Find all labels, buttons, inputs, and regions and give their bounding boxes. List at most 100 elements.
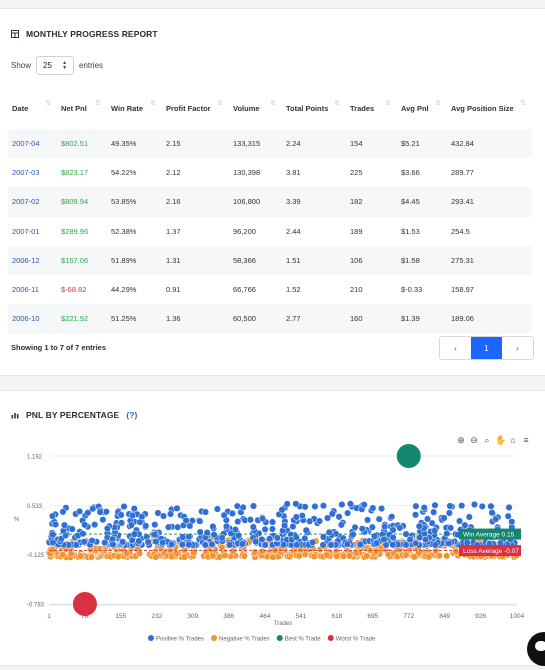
column-header[interactable]: Avg Pnl ⇅: [397, 89, 447, 129]
positive-trade-point: [138, 513, 146, 521]
table-row: 2006-11 $-68.82 44.29% 0.91 66,766 1.52 210 $-0…: [8, 275, 532, 304]
cell-net-pnl: $802.51: [57, 129, 107, 159]
positive-trade-point: [430, 508, 438, 516]
table-row: 2007-04 $802.51 49.35% 2.15 133,315 2.24 154 $5…: [8, 129, 532, 159]
pnl-title: PNL BY PERCENTAGE (?): [11, 410, 137, 420]
positive-trade-point: [228, 509, 236, 518]
positive-trade-point: [378, 504, 386, 513]
positive-trade-point: [268, 525, 276, 533]
prev-page-button[interactable]: ‹: [440, 337, 471, 359]
cell-profit-factor: 1.31: [162, 245, 229, 275]
negative-trade-point: [258, 547, 266, 555]
next-page-button[interactable]: ›: [502, 337, 533, 359]
positive-trade-point: [351, 523, 359, 531]
negative-trade-point: [323, 551, 331, 559]
sort-icon: ⇅: [270, 100, 276, 107]
zoom-in-icon[interactable]: ⊕: [457, 435, 465, 445]
legend-marker: [327, 635, 334, 641]
monthly-report-card: MONTHLY PROGRESS REPORT Show 25 ▲ ▼ entri…: [0, 8, 545, 376]
cell-avg-pos: 158.97: [451, 285, 474, 295]
negative-trade-point: [240, 552, 248, 560]
positive-trade-point: [283, 500, 291, 508]
x-tick-label: 618: [331, 613, 342, 620]
positive-trade-point: [369, 504, 377, 512]
positive-trade-point: [159, 512, 168, 520]
column-header[interactable]: Win Rate ⇅: [107, 89, 162, 129]
column-header[interactable]: Volume ⇅: [229, 89, 282, 129]
chat-widget-button[interactable]: [527, 632, 545, 666]
help-link[interactable]: (?): [126, 410, 138, 420]
zoom-select-icon[interactable]: ⌕: [484, 435, 490, 445]
cell-volume: 96,200: [233, 226, 256, 236]
cell-trades: 160: [346, 304, 397, 334]
positive-trade-point: [431, 527, 439, 535]
column-header[interactable]: Date ⇅: [8, 89, 57, 129]
positive-trade-point: [416, 533, 424, 542]
cell-trades: 189: [350, 226, 363, 236]
column-header[interactable]: Total Points ⇅: [282, 89, 346, 129]
cell-avg-pos: 293.41: [447, 187, 532, 217]
menu-icon[interactable]: ≡: [523, 435, 529, 445]
cell-trades: 182: [346, 187, 397, 217]
positive-trade-point: [174, 523, 182, 531]
pan-icon[interactable]: ✋: [495, 435, 507, 445]
positive-trade-point: [373, 539, 381, 547]
page-1-button[interactable]: 1: [471, 337, 502, 359]
positive-trade-point: [375, 515, 383, 523]
column-header[interactable]: Net Pnl ⇅: [57, 89, 107, 129]
positive-trade-point: [233, 502, 241, 510]
entries-select[interactable]: 25 ▲ ▼: [36, 56, 75, 75]
negative-trade-point: [402, 551, 410, 559]
cell-avg-pnl: $1.53: [401, 226, 420, 236]
column-header[interactable]: Avg Position Size ⇅: [447, 89, 532, 129]
column-header[interactable]: Trades ⇅: [346, 89, 397, 129]
cell-trades: 154: [346, 129, 397, 159]
legend-label: Worst % Trade: [336, 636, 376, 642]
positive-trade-point: [349, 531, 357, 539]
positive-trade-point: [364, 516, 372, 524]
negative-trade-point: [410, 553, 418, 561]
sort-icon: ⇅: [217, 100, 223, 107]
positive-trade-point: [84, 509, 92, 517]
cell-profit-factor: 2.15: [162, 129, 229, 159]
positive-trade-point: [356, 540, 364, 548]
reset-home-icon[interactable]: ⌂: [510, 435, 516, 445]
positive-trade-point: [68, 525, 76, 533]
cell-date: 2007-04: [8, 129, 57, 159]
positive-trade-point: [298, 512, 306, 520]
positive-trade-point: [201, 541, 209, 549]
cell-trades: 210: [350, 285, 363, 295]
positive-trade-point: [60, 521, 68, 529]
win-average-label-bg: [459, 528, 521, 540]
positive-trade-point: [319, 541, 327, 549]
positive-trade-point: [89, 505, 97, 513]
positive-trade-point: [227, 529, 235, 538]
pagination: ‹ 1 ›: [439, 336, 534, 360]
column-header-label: Total Points: [286, 104, 329, 113]
cell-net-pnl: $221.92: [57, 304, 107, 334]
positive-trade-point: [154, 509, 162, 517]
positive-trade-point: [346, 500, 354, 508]
positive-trade-point: [273, 534, 281, 542]
x-tick-label: 155: [115, 613, 126, 620]
positive-trade-point: [306, 517, 314, 525]
positive-trade-point: [231, 526, 239, 534]
negative-trade-point: [114, 553, 122, 561]
positive-trade-point: [119, 538, 127, 546]
zoom-out-icon[interactable]: ⊖: [470, 435, 478, 445]
negative-trade-point: [135, 549, 144, 557]
worst-trade-point: [72, 592, 97, 616]
cell-avg-pos: 275.31: [447, 245, 532, 275]
positive-trade-point: [178, 541, 186, 549]
column-header[interactable]: Profit Factor ⇅: [162, 89, 229, 129]
x-tick-label: 386: [223, 613, 234, 620]
x-tick-label: 232: [151, 613, 162, 620]
table-row: 2007-02 $809.94 53.85% 2.16 106,800 3.39 182 $4…: [8, 187, 532, 217]
cell-net-pnl: $809.94: [57, 187, 107, 217]
positive-trade-point: [144, 538, 152, 546]
positive-trade-point: [389, 534, 397, 542]
negative-trade-point: [67, 550, 75, 558]
cell-total-points: 1.51: [282, 245, 346, 275]
cell-total-points: 1.52: [286, 285, 301, 295]
positive-trade-point: [309, 538, 317, 546]
